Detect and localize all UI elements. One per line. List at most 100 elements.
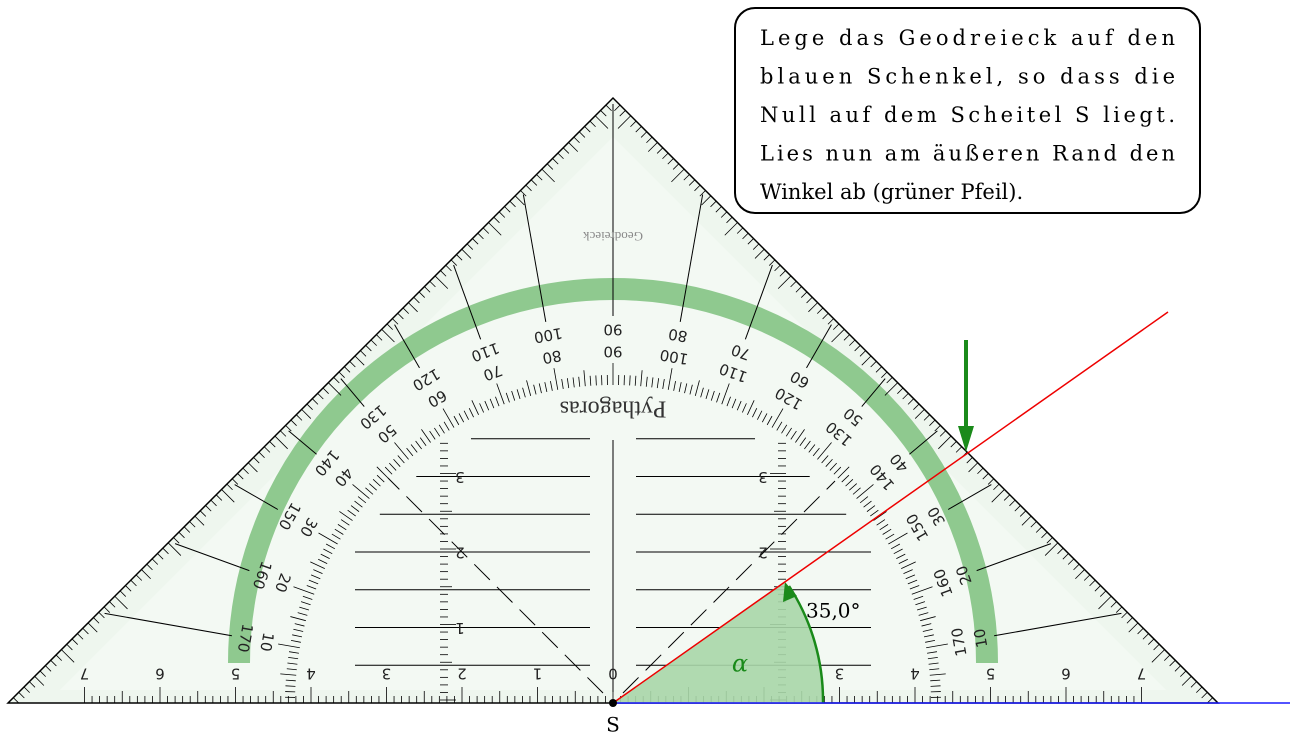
edge-tick <box>991 489 1005 503</box>
degree-tick <box>785 427 792 437</box>
brand: Geodreieck <box>583 229 643 244</box>
degree-tick <box>578 376 581 387</box>
edge-tick <box>45 665 52 672</box>
degree-tick <box>876 519 886 526</box>
base-label: 6 <box>155 665 165 683</box>
degree-tick <box>553 368 559 390</box>
edge-tick <box>1021 515 1032 526</box>
edge-tick <box>205 505 212 512</box>
edge-tick <box>93 617 100 624</box>
degree-tick <box>804 440 811 450</box>
edge-tick <box>349 361 356 368</box>
edge-tick <box>934 425 941 432</box>
degree-tick <box>293 628 304 632</box>
degree-tick <box>443 421 450 431</box>
degree-tick <box>918 612 929 616</box>
vertex-dot <box>609 699 617 707</box>
degree-tick <box>442 408 455 428</box>
degree-tick <box>911 586 933 595</box>
callout-line: Lies nun am äußeren Rand den <box>760 142 1175 166</box>
edge-tick <box>1196 686 1203 693</box>
edge-tick <box>1153 643 1160 651</box>
radial-line <box>522 194 547 322</box>
edge-tick <box>1067 558 1075 565</box>
degree-tick <box>419 437 427 446</box>
radial-line <box>174 543 250 572</box>
degree-tick <box>533 384 537 395</box>
edge-tick <box>902 393 909 400</box>
edge-tick <box>173 537 180 544</box>
inner-scale-label: 80 <box>541 346 563 367</box>
edge-tick <box>671 168 685 183</box>
degree-tick <box>511 390 516 401</box>
edge-tick <box>541 168 555 183</box>
edge-tick <box>301 409 312 419</box>
edge-tick <box>800 291 808 298</box>
edge-tick <box>418 291 426 298</box>
edge-tick <box>376 334 383 341</box>
edge-tick <box>843 334 850 341</box>
degree-tick <box>421 429 431 443</box>
degree-tick <box>812 447 820 457</box>
edge-tick <box>247 462 258 473</box>
edge-tick <box>189 521 196 528</box>
edge-tick <box>34 676 45 686</box>
edge-tick <box>263 446 271 453</box>
degree-tick <box>458 413 465 423</box>
degree-tick <box>468 408 474 418</box>
degree-tick <box>292 634 303 638</box>
outer-scale-label: 70 <box>729 340 753 363</box>
base-label: 5 <box>986 665 996 683</box>
edge-tick <box>966 457 973 464</box>
edge-tick <box>290 419 297 426</box>
edge-tick <box>552 158 559 165</box>
edge-tick <box>210 499 217 507</box>
edge-tick <box>854 345 861 352</box>
edge-tick <box>831 329 845 343</box>
radial-line <box>806 324 832 369</box>
edge-tick <box>493 216 500 224</box>
radial-line <box>234 484 279 510</box>
degree-tick <box>721 383 730 405</box>
degree-tick <box>716 392 721 403</box>
radial-line <box>994 612 1122 637</box>
degree-tick <box>781 424 788 434</box>
green-arrowhead <box>958 426 974 452</box>
degree-tick <box>761 413 768 423</box>
degree-tick <box>667 368 673 390</box>
edge-tick <box>344 366 351 373</box>
edge-tick <box>306 403 313 410</box>
degree-tick <box>302 595 313 600</box>
edge-tick <box>71 638 79 645</box>
degree-tick <box>561 378 564 389</box>
edge-tick <box>130 579 137 587</box>
degree-tick <box>290 616 306 622</box>
edge-tick <box>656 147 664 154</box>
degree-tick <box>394 442 409 460</box>
edge-tick <box>231 478 239 485</box>
edge-tick <box>584 126 591 133</box>
edge-tick <box>938 435 952 450</box>
edge-tick <box>1099 590 1107 597</box>
edge-tick <box>929 419 936 426</box>
edge-tick <box>477 232 484 240</box>
edge-tick <box>724 222 738 236</box>
edge-tick <box>472 238 479 245</box>
edge-tick <box>530 179 538 186</box>
edge-tick <box>397 312 404 320</box>
radial-line <box>947 484 992 510</box>
edge-tick <box>1046 537 1053 544</box>
edge-tick <box>630 120 637 128</box>
edge-tick <box>605 104 612 112</box>
degree-tick <box>479 403 485 413</box>
degree-tick <box>929 673 946 676</box>
edge-tick <box>1041 531 1048 539</box>
angle-sector <box>613 582 823 703</box>
degree-tick <box>795 429 805 443</box>
degree-tick <box>489 398 495 409</box>
degree-tick <box>896 553 906 559</box>
edge-tick <box>285 425 292 432</box>
degree-tick <box>572 377 575 388</box>
base-label: 1 <box>533 665 543 683</box>
